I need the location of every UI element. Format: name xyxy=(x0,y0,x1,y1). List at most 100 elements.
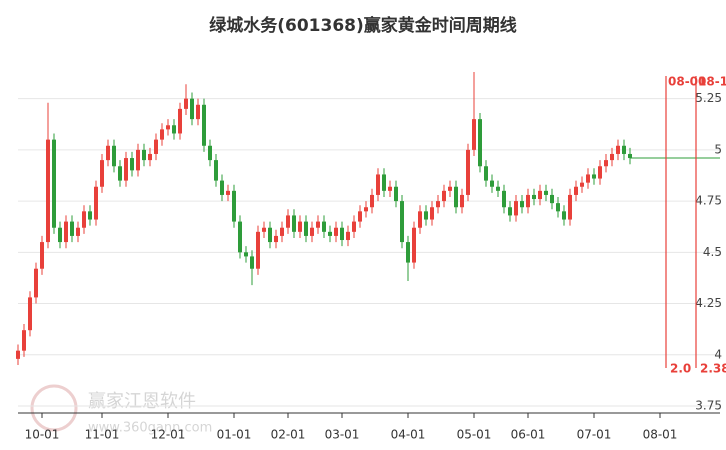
candle-body xyxy=(262,227,266,232)
candle-body xyxy=(466,149,470,195)
x-tick-label: 11-01 xyxy=(85,428,120,442)
candle-body xyxy=(46,139,50,243)
candle-body xyxy=(82,211,86,228)
candle-body xyxy=(388,186,392,191)
candle-body xyxy=(256,231,260,269)
candle-body xyxy=(394,186,398,202)
candle-body xyxy=(568,194,572,220)
candle-body xyxy=(478,119,482,167)
candle-body xyxy=(250,256,254,269)
candle-body xyxy=(244,252,248,257)
candle-body xyxy=(628,153,632,159)
candle-body xyxy=(346,231,350,241)
candle-body xyxy=(574,186,578,195)
candle-body xyxy=(412,227,416,263)
candle-body xyxy=(358,211,362,222)
candle-body xyxy=(280,227,284,236)
candle-body xyxy=(202,104,206,146)
candle-body xyxy=(502,190,506,208)
candle-body xyxy=(64,221,68,243)
x-tick-label: 08-01 xyxy=(643,428,678,442)
candle-body xyxy=(220,180,224,195)
candle-body xyxy=(22,330,26,351)
x-tick-label: 12-01 xyxy=(151,428,186,442)
candle-body xyxy=(100,160,104,187)
candle-body xyxy=(190,98,194,120)
candle-body xyxy=(226,190,230,195)
candle-body xyxy=(562,211,566,220)
candle-body xyxy=(496,186,500,191)
candle-body xyxy=(418,211,422,228)
candle-body xyxy=(370,194,374,208)
y-tick-label: 5.25 xyxy=(695,91,722,105)
cycle-label: 2.38 xyxy=(700,362,726,376)
candle-body xyxy=(160,129,164,140)
candle-body xyxy=(610,153,614,161)
candle-body xyxy=(94,186,98,220)
x-tick-label: 04-01 xyxy=(391,428,426,442)
watermark-text: 赢家江恩软件 xyxy=(88,390,196,412)
candle-body xyxy=(52,139,56,228)
y-tick-label: 4.25 xyxy=(695,296,722,310)
x-tick-label: 10-01 xyxy=(25,428,60,442)
candle-body xyxy=(526,194,530,208)
candle-body xyxy=(400,201,404,243)
candle-body xyxy=(592,174,596,179)
candle-body xyxy=(88,211,92,220)
candle-body xyxy=(532,194,536,200)
cycle-label: 2.0 xyxy=(670,362,691,376)
candle-body xyxy=(322,221,326,232)
y-tick-label: 4.75 xyxy=(695,194,722,208)
candle-body xyxy=(232,190,236,222)
candle-body xyxy=(544,190,548,195)
candle-body xyxy=(448,186,452,191)
candle-body xyxy=(334,227,338,236)
x-tick-label: 06-01 xyxy=(511,428,546,442)
candle-body xyxy=(16,350,20,359)
candle-body xyxy=(118,166,122,181)
candle-body xyxy=(40,242,44,269)
y-tick-label: 3.75 xyxy=(695,399,722,413)
candle-body xyxy=(406,242,410,263)
candle-body xyxy=(310,227,314,236)
candle-body xyxy=(514,201,518,216)
candle-body xyxy=(142,149,146,161)
candle-body xyxy=(238,221,242,253)
candle-body xyxy=(382,174,386,191)
x-tick-label: 05-01 xyxy=(457,428,492,442)
candle-body xyxy=(178,108,182,134)
candle-body xyxy=(328,231,332,236)
y-tick-label: 5 xyxy=(714,142,722,156)
y-tick-label: 4.5 xyxy=(703,245,722,259)
x-tick-label: 02-01 xyxy=(271,428,306,442)
candle-body xyxy=(454,186,458,208)
candle-body xyxy=(214,160,218,181)
candle-body xyxy=(286,215,290,228)
cycle-date: 08-01 xyxy=(668,75,706,89)
watermark-logo xyxy=(30,384,78,432)
candle-body xyxy=(586,174,590,183)
candle-body xyxy=(352,221,356,232)
candle-body xyxy=(436,201,440,208)
candle-body xyxy=(196,104,200,120)
candle-body xyxy=(598,166,602,179)
candle-body xyxy=(472,119,476,150)
candle-body xyxy=(70,221,74,236)
y-tick-label: 4 xyxy=(714,347,722,361)
candle-body xyxy=(298,221,302,232)
watermark-url: www.360gann.com xyxy=(88,421,212,436)
candle-body xyxy=(136,149,140,171)
candle-body xyxy=(430,207,434,220)
candle-body xyxy=(106,145,110,161)
candle-body xyxy=(424,211,428,220)
candle-body xyxy=(538,190,542,200)
x-tick-label: 07-01 xyxy=(577,428,612,442)
candle-body xyxy=(58,227,62,243)
cycle-date: 08-11 xyxy=(698,75,726,89)
candle-body xyxy=(550,194,554,204)
candle-body xyxy=(184,98,188,109)
candle-body xyxy=(508,207,512,216)
candle-body xyxy=(616,145,620,154)
candle-body xyxy=(124,158,128,181)
